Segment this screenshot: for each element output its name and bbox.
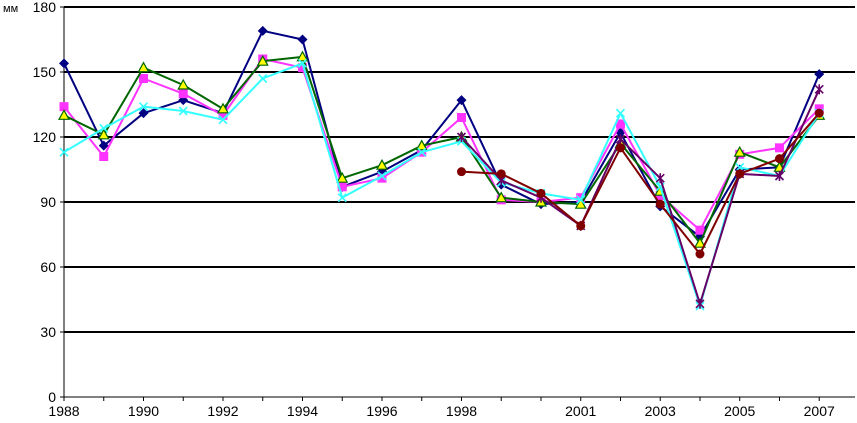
series-4-point-1991 <box>178 106 188 116</box>
series-3-point-1999 <box>495 191 508 203</box>
x-tick-label-2005: 2005 <box>724 403 755 419</box>
series-3-point-1995 <box>336 171 349 183</box>
series-1-point-1988 <box>59 58 69 69</box>
series-3-point-1991 <box>177 78 190 90</box>
x-tick-labels: 1988 1990 1992 1994 1996 1998 2001 2003 2005 2007 <box>48 403 835 419</box>
series-2-point-1994 <box>297 63 307 73</box>
series-1-point-1994 <box>297 34 308 45</box>
series-2-point-2004 <box>695 225 705 235</box>
series-1-point-2007 <box>814 69 825 80</box>
x-tick-label-2001: 2001 <box>565 403 596 419</box>
series-1-point-1998 <box>456 95 467 106</box>
series-4-line <box>63 62 821 307</box>
series-6-point-2003 <box>655 199 665 209</box>
series-4-point-2001 <box>576 195 586 205</box>
series-4-point-1997 <box>417 147 427 157</box>
x-tick-label-2007: 2007 <box>804 403 835 419</box>
series-2-point-2006 <box>774 143 784 153</box>
axes <box>60 6 855 401</box>
y-tick-label-120: 120 <box>33 129 57 145</box>
series-6-point-2001 <box>576 221 586 231</box>
series-1-point-1993 <box>257 25 268 36</box>
series-4-point-1988 <box>59 147 69 157</box>
y-tick-label-60: 60 <box>40 259 56 275</box>
series-2-point-2002 <box>615 119 625 129</box>
y-tick-label-90: 90 <box>40 194 56 210</box>
series-4-point-2005 <box>735 162 745 172</box>
x-tick-label-1994: 1994 <box>287 403 318 419</box>
series-2-point-1996 <box>377 173 387 183</box>
x-tick-label-1996: 1996 <box>366 403 397 419</box>
series-3-point-1997 <box>415 139 428 151</box>
series-6-point-2007 <box>814 108 824 118</box>
series-1-point-1989 <box>98 140 109 151</box>
series-6-point-1999 <box>496 169 506 179</box>
series-6-point-1998 <box>456 167 466 177</box>
y-tick-label-150: 150 <box>33 64 57 80</box>
series-5-point-2007 <box>814 84 824 95</box>
series-2-point-1998 <box>456 113 466 122</box>
y-tick-labels: 0 30 60 90 120 150 180 <box>33 0 57 405</box>
series-2-point-1995 <box>337 182 347 192</box>
series-4-point-1994 <box>297 58 308 68</box>
y-tick-label-180: 180 <box>33 0 57 15</box>
series-6-point-2005 <box>735 169 745 179</box>
series-3-point-1994 <box>296 50 309 62</box>
series-4-point-1996 <box>377 171 387 181</box>
series-6-line <box>461 112 820 255</box>
series-3-point-2004 <box>693 236 706 248</box>
series-3-point-1989 <box>97 128 110 140</box>
series-4-point-2002 <box>615 108 626 118</box>
series-5-line <box>460 88 821 305</box>
series-2-point-1992 <box>218 110 228 120</box>
series-6-point-2000 <box>536 188 546 198</box>
series-group <box>57 25 826 311</box>
y-axis-label: мм <box>3 3 18 15</box>
series-3-point-1993 <box>256 54 269 66</box>
x-tick-label-1992: 1992 <box>207 403 238 419</box>
series-3-point-2001 <box>574 197 587 209</box>
series-2-point-1988 <box>59 102 69 112</box>
series-6-point-2006 <box>774 154 784 164</box>
series-5-point-2002 <box>615 134 626 145</box>
series-5-point-2006 <box>774 171 785 181</box>
series-6-point-2002 <box>615 143 625 153</box>
series-6 <box>456 108 824 259</box>
series-4-point-1993 <box>258 73 268 84</box>
series-3-point-1996 <box>375 158 389 170</box>
series-3 <box>57 50 826 248</box>
x-tick-label-2003: 2003 <box>645 403 676 419</box>
series-5-point-2004 <box>695 298 705 309</box>
y-tick-label-0: 0 <box>48 389 56 405</box>
series-4-point-1989 <box>99 123 109 133</box>
x-tick-label-1988: 1988 <box>48 403 79 419</box>
series-5-point-1998 <box>456 132 467 142</box>
series-1-point-1990 <box>138 108 149 119</box>
series-2-line <box>63 58 820 232</box>
series-4-point-1992 <box>218 115 228 125</box>
series-3-point-2005 <box>733 145 746 157</box>
series-1-line <box>63 29 821 238</box>
series-5-point-2003 <box>655 173 665 184</box>
x-tick-label-1998: 1998 <box>446 403 477 419</box>
series-2-point-1989 <box>99 152 109 161</box>
series-4-point-1995 <box>337 193 347 203</box>
y-tick-label-30: 30 <box>40 324 56 340</box>
series-3-line <box>63 55 821 245</box>
series-3-point-1992 <box>216 102 230 114</box>
series-6-point-2004 <box>695 249 705 259</box>
x-tick-label-1990: 1990 <box>128 403 159 419</box>
series-2-point-1990 <box>138 74 148 83</box>
series-5 <box>456 84 824 309</box>
series-4-point-1990 <box>138 102 149 112</box>
horizontal-gridlines <box>64 6 855 333</box>
series-3-point-1990 <box>137 61 150 73</box>
series-2-point-1991 <box>178 89 188 99</box>
series-3-point-1988 <box>57 109 71 120</box>
